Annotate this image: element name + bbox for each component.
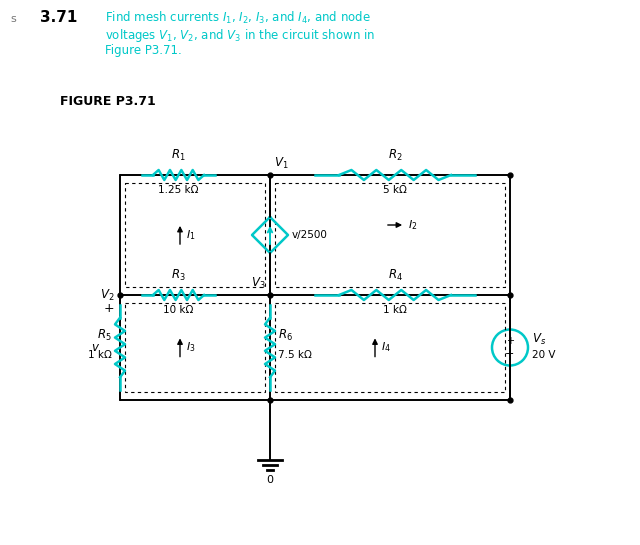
Text: 5 kΩ: 5 kΩ [383,185,407,195]
Text: 7.5 kΩ: 7.5 kΩ [278,350,312,360]
Text: +: + [104,302,114,316]
Text: 3.71: 3.71 [40,10,77,25]
Text: $R_1$: $R_1$ [171,148,186,163]
Text: Figure P3.71.: Figure P3.71. [105,44,182,57]
Text: v: v [91,341,98,354]
Text: $R_5$: $R_5$ [97,328,112,343]
Bar [275,303,505,392]
Text: $I_4$: $I_4$ [381,341,391,354]
Text: $I_2$: $I_2$ [408,218,417,232]
Text: +: + [506,336,514,347]
Text: 10 kΩ: 10 kΩ [163,305,194,315]
Text: 0: 0 [266,475,273,485]
Text: $I_3$: $I_3$ [186,341,196,354]
Text: $V_1$: $V_1$ [274,156,289,171]
Text: v/2500: v/2500 [292,230,328,240]
Text: $I_1$: $I_1$ [186,228,195,242]
Text: 20 V: 20 V [532,350,556,360]
Text: 1 kΩ: 1 kΩ [383,305,407,315]
Bar [275,183,505,287]
Text: $R_6$: $R_6$ [278,328,293,343]
Text: $V_s$: $V_s$ [532,332,546,347]
Text: Find mesh currents $I_1$, $I_2$, $I_3$, and $I_4$, and node: Find mesh currents $I_1$, $I_2$, $I_3$, … [105,10,371,26]
Text: −: − [506,349,515,360]
Text: 1.25 kΩ: 1.25 kΩ [158,185,199,195]
Bar [125,303,265,392]
Text: $V_3$: $V_3$ [252,276,266,291]
Text: 1 kΩ: 1 kΩ [88,350,112,360]
Text: s: s [10,14,16,24]
Text: FIGURE P3.71: FIGURE P3.71 [60,95,156,108]
Text: $R_2$: $R_2$ [388,148,403,163]
Text: $R_3$: $R_3$ [171,268,186,283]
Text: $R_4$: $R_4$ [388,268,403,283]
Text: $V_2$: $V_2$ [100,287,114,302]
Text: voltages $V_1$, $V_2$, and $V_3$ in the circuit shown in: voltages $V_1$, $V_2$, and $V_3$ in the … [105,27,375,44]
Bar [125,183,265,287]
